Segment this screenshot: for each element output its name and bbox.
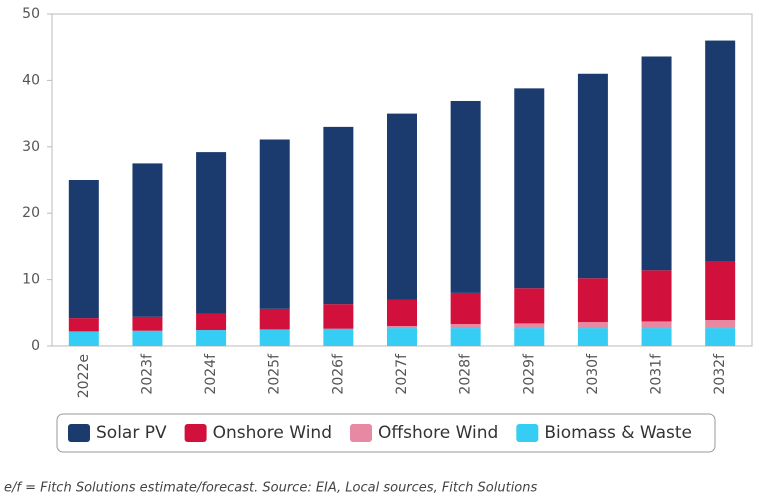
legend-label: Solar PV	[96, 423, 167, 443]
bar-segment	[577, 328, 608, 346]
bar-segment	[641, 321, 672, 329]
legend-label: Biomass & Waste	[544, 423, 692, 443]
bar-segment	[514, 328, 545, 346]
bar-segment	[259, 329, 290, 346]
x-tick-label: 2023f	[139, 353, 155, 395]
bar-segment	[323, 304, 354, 329]
legend-swatch	[516, 424, 539, 442]
bar-segment	[641, 270, 672, 322]
bar-segment	[196, 330, 227, 346]
bar-segment	[450, 292, 481, 325]
bar-segment	[577, 322, 608, 329]
bar-segment	[387, 113, 417, 300]
bar-segment	[514, 323, 545, 329]
x-tick-label: 2030f	[585, 353, 601, 395]
x-tick-label: 2031f	[649, 353, 665, 395]
legend-swatch	[184, 424, 207, 442]
bar-segment	[450, 100, 481, 293]
x-tick-label: 2027f	[394, 353, 410, 395]
x-tick-label: 2022e	[76, 354, 92, 398]
bar-segment	[68, 180, 99, 319]
bar-segment	[259, 308, 290, 330]
bar-segment	[132, 163, 163, 317]
bar-segment	[196, 152, 227, 314]
bar-segment	[514, 288, 545, 324]
x-tick-label: 2025f	[267, 353, 283, 395]
legend-box	[56, 413, 716, 453]
x-tick-label: 2032f	[712, 353, 728, 395]
bar-segment	[68, 318, 99, 332]
bar-segment	[450, 324, 481, 329]
y-tick-label: 40	[22, 72, 40, 88]
y-tick-label: 10	[22, 272, 40, 288]
bar-segment	[705, 40, 736, 262]
y-tick-label: 20	[22, 205, 40, 221]
bar-segment	[68, 331, 99, 346]
bar-segment	[705, 328, 736, 346]
bar-segment	[323, 328, 354, 346]
x-tick-label: 2026f	[330, 353, 346, 395]
bar-segment	[514, 88, 545, 289]
bar-segment	[577, 278, 608, 323]
x-tick-label: 2028f	[458, 353, 474, 395]
bar-segment	[132, 316, 163, 331]
bar-segment	[132, 330, 163, 346]
legend-label: Onshore Wind	[213, 423, 332, 443]
legend-swatch	[68, 424, 90, 442]
bar-segment	[705, 261, 736, 321]
bar-segment	[323, 126, 354, 305]
bar-segment	[450, 328, 481, 346]
x-tick-label: 2029f	[521, 353, 537, 395]
bar-segment	[641, 328, 672, 346]
bar-segment	[705, 320, 736, 329]
legend-swatch	[350, 424, 372, 442]
y-tick-label: 0	[31, 338, 40, 354]
footnote: e/f = Fitch Solutions estimate/forecast.…	[4, 481, 537, 496]
y-tick-label: 50	[22, 6, 40, 22]
bar-segment	[387, 299, 417, 327]
bar-segment	[387, 328, 417, 346]
legend-label: Offshore Wind	[378, 423, 498, 443]
bar-segment	[641, 56, 672, 271]
bar-segment	[387, 326, 417, 329]
bar-segment	[196, 313, 227, 331]
bar-segment	[577, 73, 608, 279]
y-tick-label: 30	[22, 139, 40, 155]
x-tick-label: 2024f	[203, 353, 219, 395]
bar-segment	[259, 139, 290, 309]
